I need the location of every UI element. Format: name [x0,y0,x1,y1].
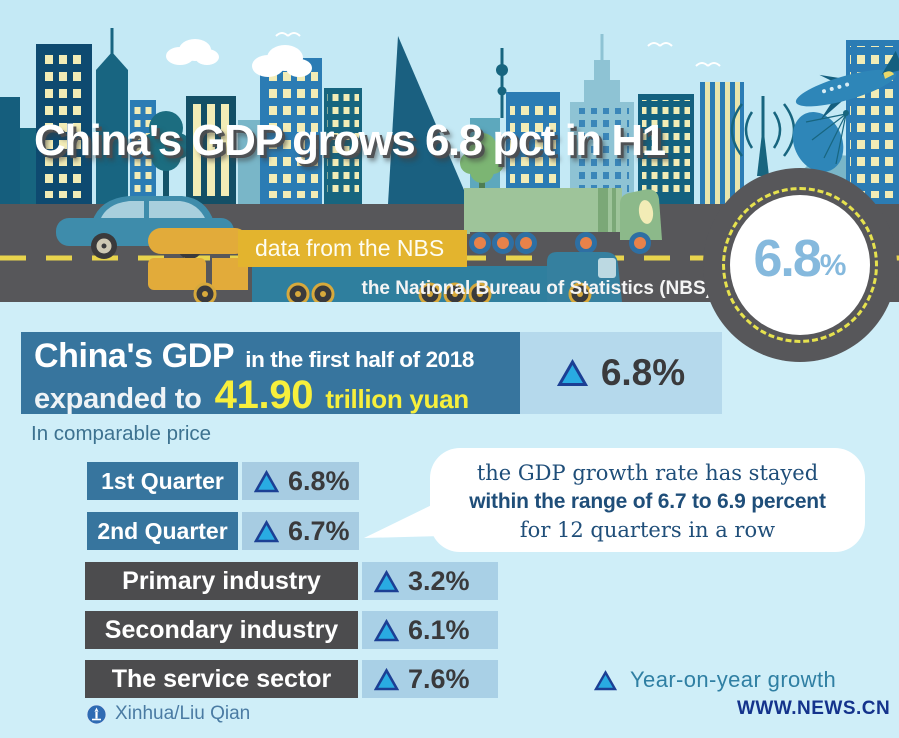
h1-growth-value: 6.8% [600,352,686,393]
gdp-label: China's GDP [34,337,235,375]
growth-triangle-icon [556,359,588,386]
striped-building [700,82,744,204]
sector-1-value: 3.2% [362,562,498,600]
comparable-price-note: In comparable price [31,422,212,445]
credit-text: Xinhua/Liu Qian [115,703,251,724]
tire-growth-value: 6.8 [753,230,822,288]
sector-2-growth: 6.1% [408,614,470,645]
growth-tire-badge: 6.8 % [703,168,897,362]
growth-triangle-icon [374,569,399,592]
sector-3-value: 7.6% [362,660,498,698]
quarter-2-value: 6.7% [242,512,359,550]
news-site-link[interactable]: WWW.NEWS.CN [737,698,891,719]
green-truck [464,188,662,254]
photo-credit: Xinhua/Liu Qian [86,703,250,725]
growth-triangle-icon [254,519,279,542]
tire-center: 6.8 % [730,195,870,335]
bubble-tail [364,500,442,538]
growth-triangle-icon [594,669,617,690]
sector-2-value: 6.1% [362,611,498,649]
clouds [166,39,312,77]
satellite-dish-icon [792,110,849,172]
quarter-2-growth: 6.7% [288,515,350,546]
quarter-1-growth: 6.8% [288,465,350,496]
gdp-statement-line2: expanded to 41.90 trillion yuan [34,373,520,418]
growth-triangle-icon [254,469,279,492]
callout-line3: for 12 quarters in a row [519,518,776,542]
stepped-tower [570,34,634,204]
quarter-1-value: 6.8% [242,462,359,500]
tire-dashed-ring [722,187,878,343]
gdp-verb: expanded to [34,383,202,415]
growth-triangle-icon [374,618,399,641]
growth-triangle-icon [374,667,399,690]
banner-truck [148,228,622,302]
birds [275,32,721,67]
radio-tower-icon [730,96,796,176]
sector-1-growth: 3.2% [408,565,470,596]
sector-3-growth: 7.6% [408,663,470,694]
tire-percent-sign: % [819,249,847,282]
skyline [0,28,899,204]
h1-growth-figure: 6.8% [520,332,722,414]
airplane-icon [795,50,899,121]
nbs-banner: data from the NBS [238,230,467,267]
nbs-full-name: the National Bureau of Statistics (NBS) [361,278,713,299]
legend-label: Year-on-year growth [630,667,837,692]
sector-1-label: Primary industry [85,562,358,600]
quarter-1-label: 1st Quarter [87,462,238,500]
growth-legend: Year-on-year growth [594,667,836,693]
callout-line1: the GDP growth rate has stayed [476,461,819,485]
xinhua-logo-icon [86,703,107,725]
gdp-statement-line1: China's GDP in the first half of 2018 [34,337,520,375]
sector-2-label: Secondary industry [85,611,358,649]
city-scene-illustration [0,0,899,302]
quarter-2-label: 2nd Quarter [87,512,238,550]
gdp-panel: China's GDP in the first half of 2018 ex… [21,332,722,417]
tv-tower [496,48,508,118]
page-title: China's GDP grows 6.8 pct in H1 [34,116,666,165]
tree-dark [141,111,191,204]
sector-3-label: The service sector [85,660,358,698]
gdp-statement: China's GDP in the first half of 2018 ex… [21,332,520,417]
gdp-unit: trillion yuan [325,384,469,414]
callout-line2: within the range of 6.7 to 6.9 percent [469,490,826,513]
gdp-range-callout: the GDP growth rate has stayed within th… [430,448,865,552]
gdp-period: in the first half of 2018 [245,347,475,372]
gdp-value: 41.90 [214,373,314,417]
